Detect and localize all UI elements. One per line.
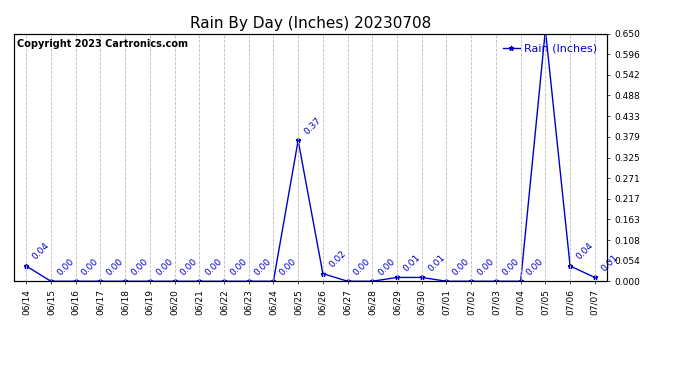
- Text: 0.00: 0.00: [500, 256, 521, 277]
- Rain (Inches): [47, 279, 55, 284]
- Rain (Inches): [417, 275, 426, 280]
- Text: 0.00: 0.00: [80, 256, 100, 277]
- Text: 0.00: 0.00: [55, 256, 76, 277]
- Text: 0.00: 0.00: [475, 256, 496, 277]
- Rain (Inches): [591, 275, 599, 280]
- Text: 0.00: 0.00: [525, 256, 545, 277]
- Text: 0.00: 0.00: [352, 256, 373, 277]
- Rain (Inches): [541, 28, 549, 32]
- Rain (Inches): [467, 279, 475, 284]
- Text: Copyright 2023 Cartronics.com: Copyright 2023 Cartronics.com: [17, 39, 188, 49]
- Text: 0.00: 0.00: [377, 256, 397, 277]
- Rain (Inches): [442, 279, 451, 284]
- Rain (Inches): [517, 279, 525, 284]
- Text: 0.00: 0.00: [451, 256, 471, 277]
- Rain (Inches): [294, 138, 302, 142]
- Rain (Inches): [393, 275, 401, 280]
- Rain (Inches): [72, 279, 80, 284]
- Rain (Inches): [195, 279, 204, 284]
- Rain (Inches): [121, 279, 129, 284]
- Rain (Inches): [220, 279, 228, 284]
- Line: Rain (Inches): Rain (Inches): [23, 27, 598, 284]
- Text: 0.04: 0.04: [30, 242, 51, 262]
- Text: 0.37: 0.37: [302, 116, 323, 136]
- Rain (Inches): [269, 279, 277, 284]
- Text: 0.00: 0.00: [228, 256, 248, 277]
- Text: 0.00: 0.00: [179, 256, 199, 277]
- Text: 0.00: 0.00: [129, 256, 150, 277]
- Text: 0.01: 0.01: [426, 253, 446, 273]
- Text: 0.00: 0.00: [277, 256, 298, 277]
- Text: 0.00: 0.00: [104, 256, 125, 277]
- Text: 0.00: 0.00: [154, 256, 175, 277]
- Rain (Inches): [344, 279, 352, 284]
- Text: 0.02: 0.02: [327, 249, 348, 270]
- Rain (Inches): [319, 272, 327, 276]
- Rain (Inches): [22, 264, 30, 268]
- Text: 0.00: 0.00: [253, 256, 273, 277]
- Rain (Inches): [492, 279, 500, 284]
- Text: 0.04: 0.04: [574, 242, 595, 262]
- Rain (Inches): [244, 279, 253, 284]
- Title: Rain By Day (Inches) 20230708: Rain By Day (Inches) 20230708: [190, 16, 431, 31]
- Rain (Inches): [96, 279, 104, 284]
- Text: 0.00: 0.00: [204, 256, 224, 277]
- Text: 0.01: 0.01: [599, 253, 620, 273]
- Rain (Inches): [170, 279, 179, 284]
- Rain (Inches): [146, 279, 154, 284]
- Legend: Rain (Inches): Rain (Inches): [498, 39, 602, 58]
- Text: 0.66: 0.66: [0, 374, 1, 375]
- Text: 0.01: 0.01: [401, 253, 422, 273]
- Rain (Inches): [368, 279, 377, 284]
- Rain (Inches): [566, 264, 574, 268]
